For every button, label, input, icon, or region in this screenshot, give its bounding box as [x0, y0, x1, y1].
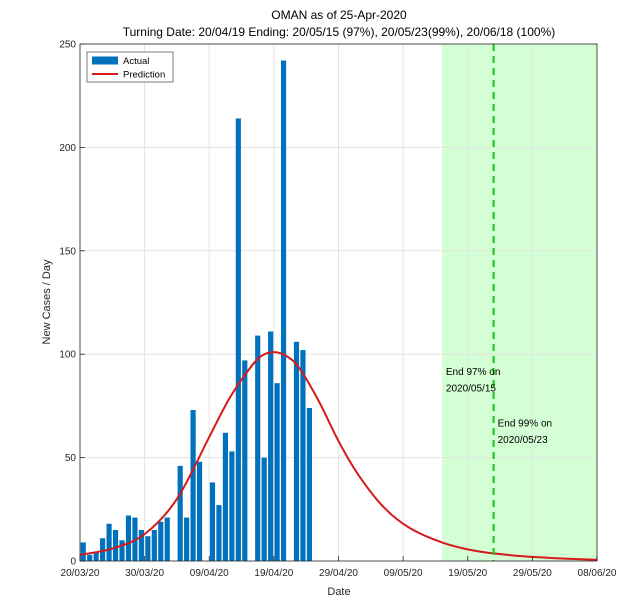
bar-actual	[274, 383, 280, 561]
bar-actual	[100, 538, 106, 561]
bar-actual	[222, 432, 228, 561]
bar-actual	[306, 407, 313, 561]
bar-actual	[196, 461, 203, 561]
legend-label-prediction: Prediction	[123, 70, 165, 81]
bar-actual	[138, 529, 144, 561]
x-tick-label: 09/04/20	[190, 568, 229, 579]
bar-actual	[119, 540, 125, 561]
shaded-region	[441, 44, 597, 561]
bar-actual	[87, 554, 93, 561]
bar-actual	[158, 521, 164, 561]
bar-actual	[164, 517, 170, 561]
bar-actual	[255, 335, 261, 561]
x-axis-label: Date	[327, 586, 350, 598]
y-axis-label: New Cases / Day	[41, 259, 53, 344]
legend-swatch-actual	[92, 56, 118, 65]
bar-actual	[209, 482, 216, 561]
bar-actual	[235, 118, 241, 561]
shaded-region-rect	[441, 44, 597, 561]
bar-actual	[190, 410, 196, 561]
y-tick-label: 100	[59, 350, 76, 361]
bar-actual	[280, 60, 287, 561]
y-tick-label: 0	[70, 557, 76, 568]
bar-actual	[293, 341, 300, 561]
x-tick-label: 19/04/20	[254, 568, 293, 579]
x-tick-label: 20/03/20	[61, 568, 100, 579]
bar-actual	[106, 523, 112, 561]
chart-title: OMAN as of 25-Apr-2020	[271, 8, 407, 22]
bar-actual	[80, 542, 86, 561]
bar-actual	[216, 505, 222, 561]
x-tick-label: 19/05/20	[448, 568, 487, 579]
bar-actual	[112, 529, 119, 561]
prediction-line-group	[79, 351, 598, 561]
bar-actual	[300, 350, 306, 561]
legend[interactable]: Actual Prediction	[86, 51, 174, 83]
y-tick-label: 150	[59, 246, 76, 257]
x-tick-label: 30/03/20	[125, 568, 164, 579]
annotation-text: 2020/05/23	[498, 435, 548, 446]
y-tick-label: 50	[65, 453, 77, 464]
x-tick-label: 08/06/20	[578, 568, 617, 579]
x-tick-label: 09/05/20	[384, 568, 423, 579]
bar-actual	[229, 451, 235, 561]
bar-actual	[93, 552, 99, 561]
bar-actual	[151, 529, 157, 561]
bar-actual	[242, 360, 248, 561]
y-tick-label: 200	[59, 143, 76, 154]
annotations: End 97% on 2020/05/15 End 99% on 2020/05/23	[446, 367, 552, 446]
bar-actual	[145, 536, 151, 561]
annotation-text: 2020/05/15	[446, 383, 496, 394]
annotation-text: End 99% on	[498, 419, 552, 430]
bar-actual	[125, 515, 132, 561]
actual-bars	[80, 60, 313, 561]
prediction-line	[79, 351, 598, 561]
x-tick-label: 29/04/20	[319, 568, 358, 579]
x-tick-label: 29/05/20	[513, 568, 552, 579]
bar-actual	[184, 517, 190, 561]
annotation-text: End 97% on	[446, 367, 501, 378]
y-tick-label: 250	[59, 40, 76, 51]
legend-label-actual: Actual	[123, 56, 149, 67]
chart-subtitle: Turning Date: 20/04/19 Ending: 20/05/15 …	[123, 25, 556, 39]
bar-actual	[261, 457, 267, 561]
bar-actual	[268, 331, 274, 561]
bar-actual	[177, 465, 183, 561]
axes: 0 50 100 150 200 250 20/03/20 30/03/20 09/04/20 1…	[59, 40, 617, 580]
